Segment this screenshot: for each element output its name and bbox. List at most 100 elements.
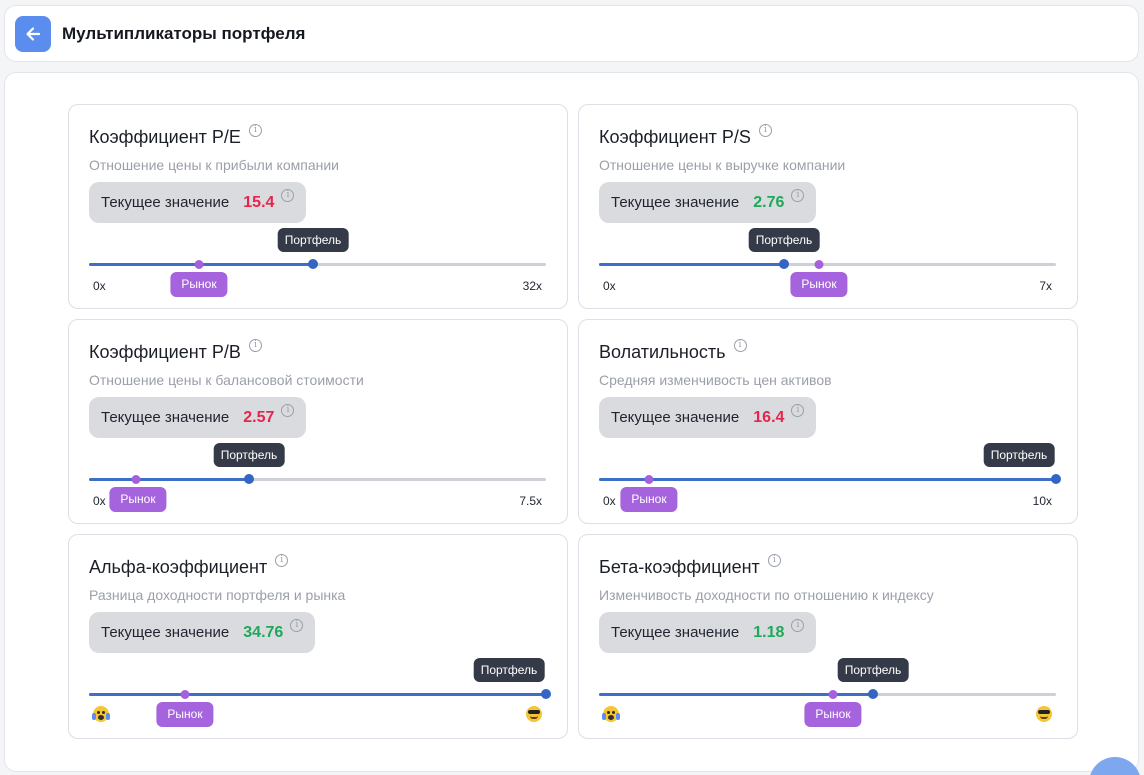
cool-emoji-icon xyxy=(1036,706,1052,722)
comparison-slider: 0x 32x Портфель Рынок xyxy=(89,228,546,297)
slider-fill xyxy=(89,693,546,696)
info-icon[interactable]: i xyxy=(733,339,747,352)
market-marker xyxy=(828,690,838,699)
current-value-number: 1.18 xyxy=(753,623,785,641)
current-value-box: Текущее значение 1.18 i xyxy=(599,612,817,653)
slider-max-label: 32x xyxy=(522,279,542,293)
portfolio-marker xyxy=(541,689,551,699)
card-title-text: Волатильность xyxy=(599,342,726,362)
portfolio-tooltip: Портфель xyxy=(983,443,1055,467)
card-title: Волатильность i xyxy=(599,339,747,363)
current-value-label: Текущее значение xyxy=(101,194,230,211)
card-description: Изменчивость доходности по отношению к и… xyxy=(599,587,934,603)
card-title: Коэффициент P/E i xyxy=(89,124,262,148)
page-header: Мультипликаторы портфеля xyxy=(4,5,1139,62)
multiplier-card-pb: Коэффициент P/B i Отношение цены к балан… xyxy=(68,319,568,524)
current-value-label: Текущее значение xyxy=(101,409,230,426)
current-value-label: Текущее значение xyxy=(101,624,230,641)
comparison-slider: 0x 7.5x Портфель Рынок xyxy=(89,443,546,512)
slider-fill xyxy=(89,478,249,481)
current-value-label: Текущее значение xyxy=(611,194,740,211)
info-icon[interactable]: i xyxy=(290,619,304,632)
cool-emoji-icon xyxy=(526,706,542,722)
market-tooltip: Рынок xyxy=(790,272,848,297)
market-tooltip: Рынок xyxy=(804,702,862,727)
current-value-box: Текущее значение 15.4 i xyxy=(89,182,307,223)
info-icon[interactable]: i xyxy=(248,124,262,137)
chat-button[interactable] xyxy=(1089,757,1141,775)
portfolio-marker xyxy=(1051,474,1061,484)
current-value-box: Текущее значение 34.76 i xyxy=(89,612,316,653)
current-value-number: 16.4 xyxy=(753,408,785,426)
current-value-box: Текущее значение 2.57 i xyxy=(89,397,307,438)
slider-fill xyxy=(599,478,1056,481)
comparison-slider: 0x 7x Портфель Рынок xyxy=(599,228,1056,297)
info-icon[interactable]: i xyxy=(791,404,805,417)
market-marker xyxy=(644,475,654,484)
current-value-number: 15.4 xyxy=(243,193,275,211)
card-title: Коэффициент P/B i xyxy=(89,339,262,363)
market-tooltip: Рынок xyxy=(156,702,214,727)
arrow-left-icon xyxy=(26,26,41,41)
multiplier-card-ps: Коэффициент P/S i Отношение цены к выруч… xyxy=(578,104,1078,309)
info-icon[interactable]: i xyxy=(248,339,262,352)
card-title-text: Альфа-коэффициент xyxy=(89,557,268,577)
current-value-number: 34.76 xyxy=(243,623,284,641)
slider-max-label: 10x xyxy=(1032,494,1052,508)
comparison-slider: Портфель Рынок xyxy=(599,658,1056,727)
market-marker xyxy=(180,690,190,699)
current-value-number: 2.57 xyxy=(243,408,275,426)
multiplier-card-pe: Коэффициент P/E i Отношение цены к прибы… xyxy=(68,104,568,309)
slider-min-label: 0x xyxy=(603,279,616,293)
portfolio-marker xyxy=(308,259,318,269)
portfolio-tooltip: Портфель xyxy=(748,228,820,252)
portfolio-marker xyxy=(244,474,254,484)
slider-max-label: 7x xyxy=(1039,279,1052,293)
portfolio-tooltip: Портфель xyxy=(837,658,909,682)
scared-emoji-icon xyxy=(602,706,620,722)
card-description: Отношение цены к прибыли компании xyxy=(89,157,339,173)
info-icon[interactable]: i xyxy=(758,124,772,137)
portfolio-marker xyxy=(868,689,878,699)
info-icon[interactable]: i xyxy=(275,554,289,567)
card-title: Альфа-коэффициент i xyxy=(89,554,289,578)
current-value-box: Текущее значение 2.76 i xyxy=(599,182,817,223)
slider-max-label: 7.5x xyxy=(519,494,542,508)
multiplier-card-beta: Бета-коэффициент i Изменчивость доходнос… xyxy=(578,534,1078,739)
portfolio-tooltip: Портфель xyxy=(277,228,349,252)
current-value-box: Текущее значение 16.4 i xyxy=(599,397,817,438)
portfolio-tooltip: Портфель xyxy=(213,443,285,467)
market-tooltip: Рынок xyxy=(170,272,228,297)
scared-emoji-icon xyxy=(92,706,110,722)
portfolio-marker xyxy=(779,259,789,269)
card-title-text: Коэффициент P/S xyxy=(599,127,751,147)
multipliers-panel: Коэффициент P/E i Отношение цены к прибы… xyxy=(4,72,1139,772)
info-icon[interactable]: i xyxy=(281,404,295,417)
slider-fill xyxy=(599,693,873,696)
page-title: Мультипликаторы портфеля xyxy=(62,23,306,43)
slider-min-label: 0x xyxy=(93,494,106,508)
info-icon[interactable]: i xyxy=(791,189,805,202)
slider-min-label: 0x xyxy=(93,279,106,293)
card-title-text: Бета-коэффициент xyxy=(599,557,760,577)
multiplier-card-volatility: Волатильность i Средняя изменчивость цен… xyxy=(578,319,1078,524)
card-title: Коэффициент P/S i xyxy=(599,124,772,148)
market-tooltip: Рынок xyxy=(109,487,167,512)
slider-min-label: 0x xyxy=(603,494,616,508)
market-marker xyxy=(814,260,824,269)
slider-fill xyxy=(599,263,784,266)
card-title-text: Коэффициент P/B xyxy=(89,342,241,362)
card-description: Средняя изменчивость цен активов xyxy=(599,372,832,388)
back-button[interactable] xyxy=(15,15,51,52)
current-value-number: 2.76 xyxy=(753,193,785,211)
market-marker xyxy=(131,475,141,484)
card-description: Разница доходности портфеля и рынка xyxy=(89,587,346,603)
info-icon[interactable]: i xyxy=(281,189,295,202)
comparison-slider: Портфель Рынок xyxy=(89,658,551,727)
card-description: Отношение цены к балансовой стоимости xyxy=(89,372,364,388)
current-value-label: Текущее значение xyxy=(611,624,740,641)
info-icon[interactable]: i xyxy=(791,619,805,632)
info-icon[interactable]: i xyxy=(767,554,781,567)
market-marker xyxy=(194,260,204,269)
market-tooltip: Рынок xyxy=(620,487,678,512)
